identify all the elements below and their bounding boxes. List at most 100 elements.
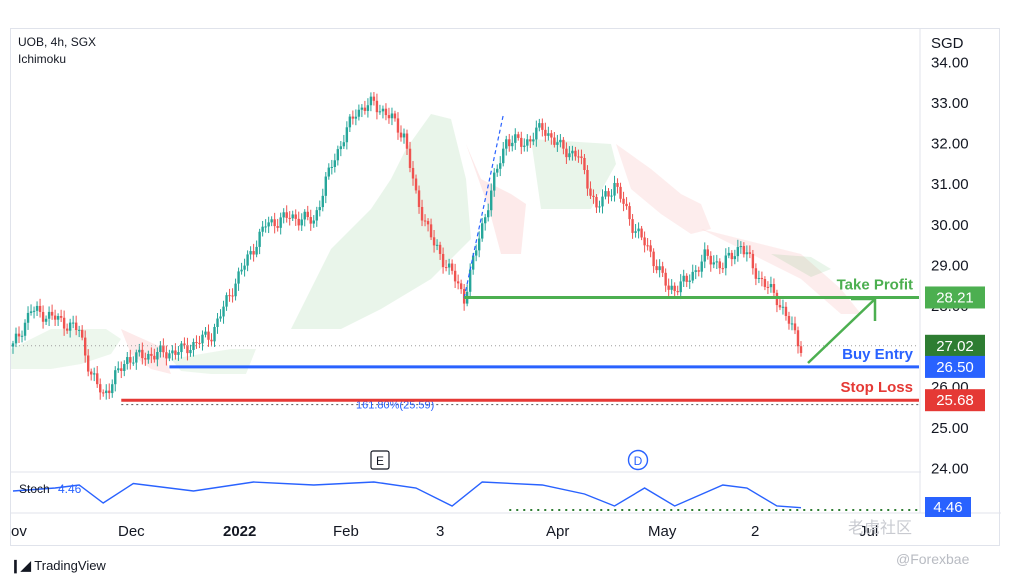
price-tick-label: 31.00	[931, 176, 969, 193]
candle-body	[44, 318, 48, 322]
candle-body	[378, 111, 382, 113]
candle-body	[733, 256, 737, 260]
candle-body	[417, 190, 421, 207]
candle-body	[739, 246, 743, 248]
candle-body	[99, 384, 102, 393]
stoch-badge-value: 4.46	[933, 499, 962, 516]
dividend-marker[interactable]	[627, 449, 649, 471]
candle-body	[565, 148, 568, 158]
candle-body	[453, 270, 457, 282]
tradingview-icon: ❙◢	[10, 558, 31, 573]
candle-body	[35, 305, 39, 311]
candle-body	[685, 275, 688, 282]
candle-body	[333, 160, 337, 167]
candle-body	[577, 156, 580, 158]
candle-body	[162, 345, 165, 353]
candle-body	[616, 182, 619, 187]
target-arrow-shaft	[807, 298, 876, 364]
candle-body	[396, 118, 400, 133]
candle-body	[309, 217, 312, 224]
candle-body	[20, 335, 24, 337]
target-arrow-head	[851, 297, 877, 321]
trend-dashed-line	[463, 115, 504, 299]
candle-body	[480, 223, 484, 239]
time-axis-label: ov	[11, 523, 27, 540]
time-axis-label: 2	[751, 523, 759, 540]
candle-body	[339, 146, 343, 150]
candle-body	[77, 329, 81, 331]
candle-body	[709, 255, 712, 265]
candle-body	[622, 198, 625, 204]
candle-body	[541, 123, 544, 130]
price-tick-label: 24.00	[931, 460, 969, 477]
candle-body	[496, 168, 499, 173]
candle-body	[580, 156, 583, 158]
candle-body	[297, 218, 300, 226]
candle-body	[89, 371, 93, 375]
candle-body	[11, 343, 15, 347]
candle-body	[276, 226, 279, 228]
candle-body	[493, 172, 496, 191]
candle-body	[676, 291, 679, 293]
candle-body	[153, 355, 156, 360]
candle-body	[381, 108, 385, 112]
candle-body	[129, 357, 132, 363]
candle-body	[438, 244, 442, 254]
current-price-badge	[925, 334, 985, 357]
candle-body	[41, 311, 45, 322]
candle-body	[249, 251, 252, 255]
candle-body	[429, 224, 433, 238]
candle-body	[598, 206, 601, 208]
candle-body	[625, 203, 628, 207]
candle-body	[414, 178, 418, 191]
candle-body	[661, 266, 664, 273]
candle-body	[450, 263, 454, 271]
earnings-marker[interactable]	[370, 450, 390, 470]
candle-body	[721, 268, 725, 270]
candle-body	[790, 323, 794, 325]
candle-body	[544, 129, 547, 136]
candle-body	[574, 150, 577, 157]
candle-body	[369, 96, 373, 106]
candle-body	[435, 244, 439, 246]
candle-body	[423, 220, 427, 222]
candle-body	[138, 349, 141, 353]
candle-body	[216, 318, 219, 327]
stoch-label: Stoch	[19, 482, 50, 496]
candle-body	[655, 266, 658, 271]
candle-body	[17, 333, 21, 337]
tradingview-logo[interactable]: ❙◢ TradingView	[10, 558, 106, 574]
candle-body	[477, 238, 481, 251]
price-chart[interactable]: 161.80%(25.59) Take Profit Buy Entry Stop L…	[11, 29, 1001, 547]
candle-body	[760, 277, 764, 280]
indicator-title: Ichimoku	[18, 52, 67, 66]
candle-body	[189, 349, 192, 354]
candle-body	[360, 107, 364, 110]
tiger-watermark-text: 老虎社区	[848, 520, 913, 537]
candle-body	[384, 108, 388, 116]
candle-body	[267, 222, 270, 227]
candle-body	[441, 253, 445, 268]
candle-body	[321, 195, 324, 208]
candle-body	[318, 207, 321, 211]
candle-body	[86, 355, 90, 372]
candle-body	[285, 212, 288, 218]
candle-body	[706, 249, 709, 256]
candle-body	[68, 322, 72, 331]
candle-body	[204, 331, 207, 335]
time-axis-label: 3	[436, 523, 444, 540]
candle-body	[315, 210, 318, 221]
candle-body	[393, 113, 397, 119]
candle-body	[261, 226, 264, 232]
candle-body	[664, 272, 667, 286]
take-profit-badge	[925, 286, 985, 309]
candle-body	[62, 317, 66, 329]
candle-body	[126, 357, 129, 365]
candle-body	[694, 270, 697, 272]
candle-body	[613, 182, 616, 196]
candle-body	[787, 315, 791, 324]
candle-body	[168, 353, 171, 359]
candle-body	[610, 195, 613, 197]
tiger-watermark: 老虎社区	[848, 514, 912, 538]
candle-body	[180, 343, 183, 353]
